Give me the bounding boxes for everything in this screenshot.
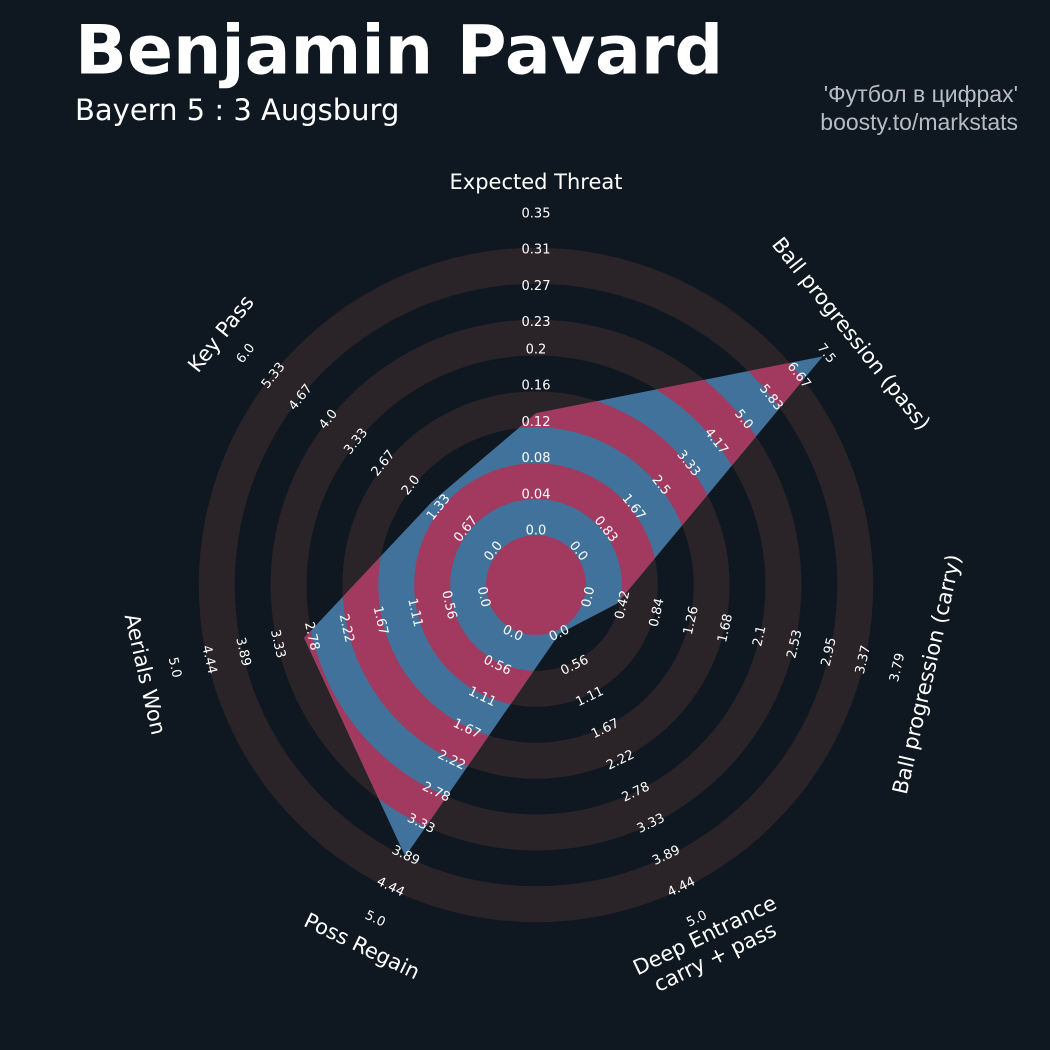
tick-label: 0.35: [522, 207, 551, 222]
tick-label: 3.89: [232, 636, 253, 668]
tick-label: 0.23: [522, 315, 551, 330]
tick-label: 0.12: [522, 415, 551, 430]
tick-label: 0.16: [522, 379, 551, 394]
tick-label: 2.78: [301, 620, 322, 652]
tick-label: 0.31: [522, 243, 551, 258]
axis-label: Poss Regain: [300, 908, 423, 984]
tick-label: 5.0: [165, 656, 184, 680]
tick-label: 1.68: [715, 613, 736, 645]
tick-label: 0.2: [526, 342, 547, 357]
radar-area-rings: [304, 356, 823, 857]
credit: boosty.to/markstats: [820, 109, 1018, 135]
tick-label: 0.27: [522, 279, 551, 294]
tick-label: 0.0: [526, 524, 547, 539]
tick-label: 2.1: [750, 624, 769, 648]
tick-label: 0.42: [612, 589, 633, 621]
chart-subtitle: Bayern 5 : 3 Augsburg: [75, 93, 399, 127]
tick-label: 0.08: [522, 451, 551, 466]
axis-label: Deep Entrancecarry + pass: [629, 891, 790, 1002]
tick-label: 0.56: [438, 589, 459, 621]
tick-label: 4.44: [198, 644, 219, 676]
tick-label: 3.33: [267, 628, 288, 660]
tick-label: 5.0: [362, 908, 387, 930]
tick-label: 1.67: [370, 605, 391, 637]
tick-label: 0.0: [579, 585, 598, 609]
credit: 'Футбол в цифрах': [824, 81, 1018, 107]
tick-label: 3.79: [887, 652, 908, 684]
axis-label: Expected Threat: [450, 170, 623, 194]
tick-label: 2.95: [819, 636, 840, 668]
tick-label: 0.04: [522, 487, 551, 502]
chart-title: Benjamin Pavard: [75, 12, 723, 91]
tick-label: 2.22: [336, 613, 357, 645]
tick-label: 1.11: [404, 597, 425, 629]
tick-label: 0.0: [474, 585, 493, 609]
tick-label: 1.26: [681, 605, 702, 637]
axis-label: Aerials Won: [120, 611, 171, 737]
tick-label: 0.84: [647, 597, 668, 629]
tick-label: 2.53: [784, 628, 805, 660]
tick-label: 6.0: [234, 341, 259, 367]
axis-label: Key Pass: [183, 291, 259, 377]
tick-label: 3.37: [853, 644, 874, 676]
